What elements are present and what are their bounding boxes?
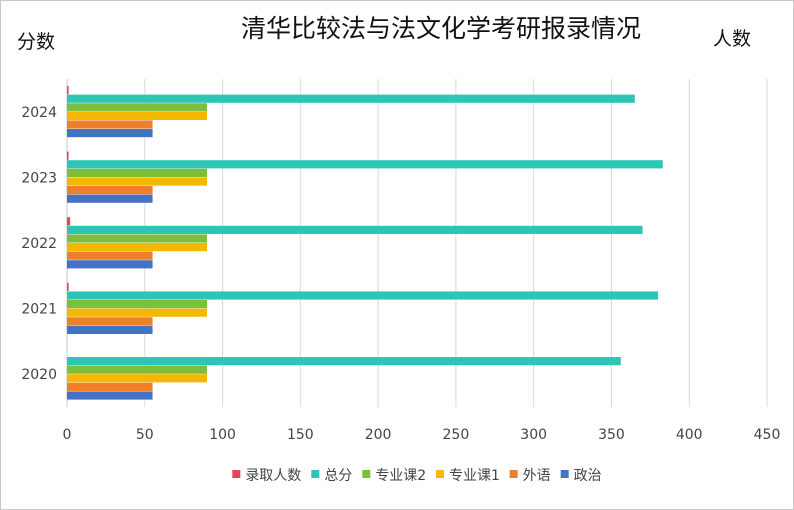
- bar-专业课1-2021: [67, 308, 207, 317]
- bar-政治-2020: [67, 391, 153, 400]
- y-tick-2022: 2022: [21, 236, 57, 252]
- legend-swatch-录取人数: [232, 470, 241, 478]
- bar-外语-2020: [67, 382, 153, 391]
- x-tick-400: 400: [676, 427, 703, 443]
- bar-总分-2020: [67, 357, 621, 366]
- bar-外语-2021: [67, 317, 153, 326]
- legend-label-外语: 外语: [523, 468, 551, 484]
- y-tick-2020: 2020: [21, 367, 57, 383]
- legend: 录取人数 总分 专业课2 专业课1 外语 政治: [232, 468, 602, 484]
- bar-政治-2024: [67, 129, 153, 138]
- bar-专业课1-2020: [67, 374, 207, 383]
- bar-政治-2022: [67, 260, 153, 269]
- x-tick-450: 450: [754, 427, 781, 443]
- x-tick-250: 250: [443, 427, 470, 443]
- bar-外语-2024: [67, 120, 153, 129]
- y-axis-label: 分数: [17, 31, 55, 53]
- legend-swatch-总分: [311, 470, 320, 478]
- x-tick-100: 100: [209, 427, 236, 443]
- bars-group: [67, 86, 663, 400]
- value-tick-labels: 0 50 100 150 200 250 300 350 400 450: [63, 427, 781, 443]
- bar-专业课1-2024: [67, 111, 207, 120]
- x-tick-50: 50: [136, 427, 154, 443]
- bar-专业课1-2023: [67, 177, 207, 186]
- bar-总分-2024: [67, 94, 635, 103]
- bar-专业课2-2024: [67, 103, 207, 112]
- bar-外语-2022: [67, 251, 153, 260]
- bar-专业课2-2023: [67, 168, 207, 177]
- legend-swatch-专业课2: [362, 470, 371, 478]
- x-tick-200: 200: [365, 427, 392, 443]
- bar-专业课2-2021: [67, 300, 207, 309]
- y-tick-2023: 2023: [21, 170, 57, 186]
- x-tick-300: 300: [520, 427, 547, 443]
- bar-专业课2-2020: [67, 365, 207, 374]
- x-axis-label: 人数: [713, 28, 751, 50]
- bar-政治-2023: [67, 194, 153, 203]
- x-tick-350: 350: [598, 427, 625, 443]
- y-tick-2024: 2024: [21, 105, 57, 121]
- category-tick-labels: 2020 2021 2022 2023 2024: [21, 105, 57, 383]
- bar-政治-2021: [67, 325, 153, 334]
- x-tick-150: 150: [287, 427, 314, 443]
- legend-label-总分: 总分: [324, 468, 352, 484]
- chart-title: 清华比较法与法文化学考研报录情况: [241, 14, 641, 43]
- bar-录取人数-2021: [67, 282, 69, 291]
- legend-label-专业课1: 专业课1: [449, 468, 500, 484]
- bar-录取人数-2022: [67, 217, 71, 226]
- legend-swatch-政治: [560, 470, 569, 478]
- y-tick-2021: 2021: [21, 302, 57, 318]
- bar-外语-2023: [67, 186, 153, 195]
- legend-label-专业课2: 专业课2: [375, 468, 426, 484]
- bar-录取人数-2024: [67, 86, 69, 95]
- legend-swatch-外语: [509, 470, 518, 478]
- bar-录取人数-2023: [67, 151, 69, 160]
- legend-label-录取人数: 录取人数: [245, 468, 301, 484]
- bar-专业课2-2022: [67, 234, 207, 243]
- legend-swatch-专业课1: [436, 470, 444, 478]
- bar-总分-2022: [67, 225, 643, 234]
- legend-label-政治: 政治: [574, 468, 602, 484]
- bar-专业课1-2022: [67, 243, 207, 252]
- bar-总分-2023: [67, 160, 663, 169]
- x-tick-0: 0: [63, 427, 72, 443]
- bar-总分-2021: [67, 291, 659, 300]
